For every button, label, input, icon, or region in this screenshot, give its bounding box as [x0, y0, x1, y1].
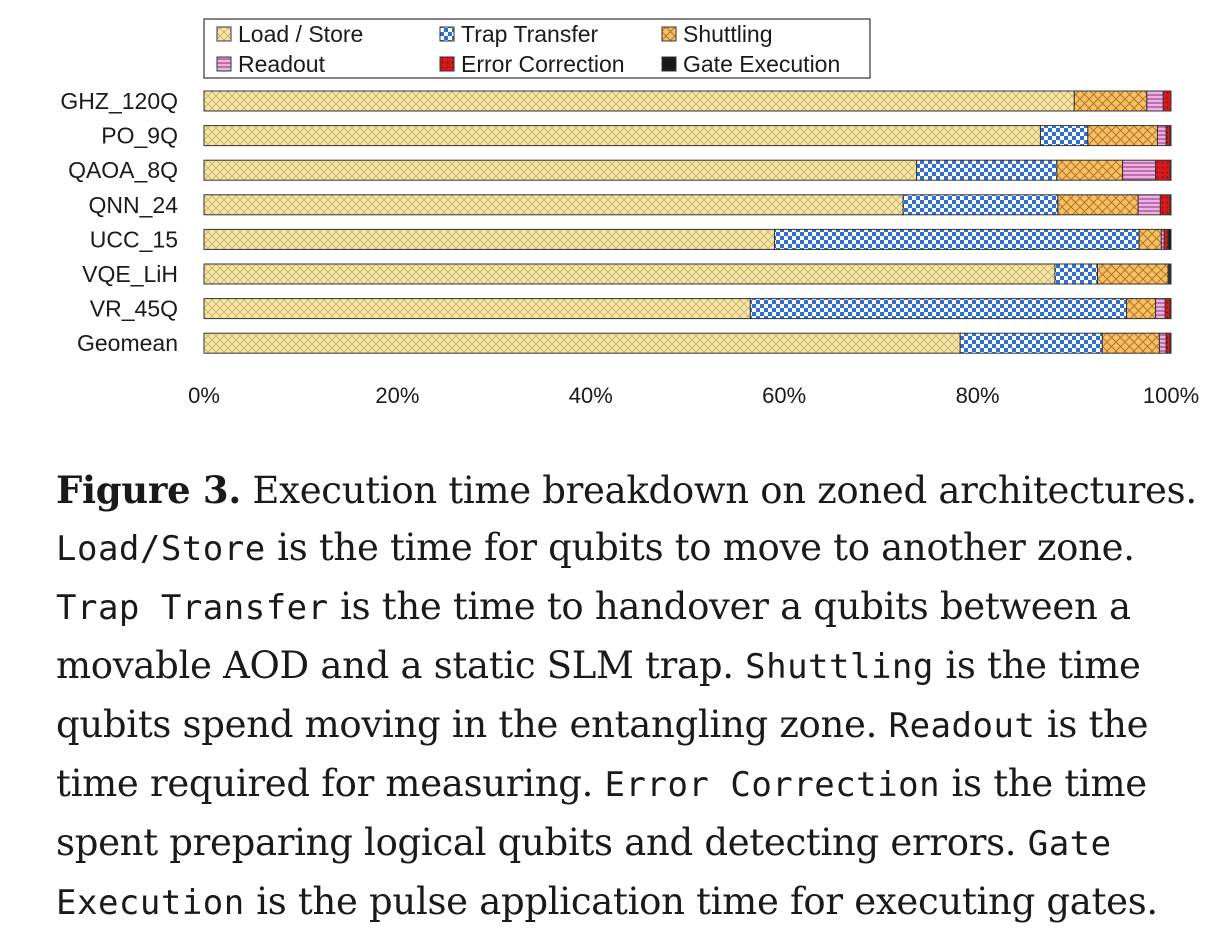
category-label: GHZ_120Q [60, 88, 178, 114]
legend-label-shuttling: Shuttling [683, 21, 773, 47]
bars-area [203, 90, 1172, 354]
bar-segment-error-correction [1162, 90, 1172, 112]
legend-swatch-readout [216, 56, 232, 72]
legend-swatch-shuttling [661, 26, 677, 42]
category-label: QAOA_8Q [68, 157, 178, 183]
bar-segment-shuttling [1073, 90, 1148, 112]
legend-swatch-trap-transfer [439, 26, 455, 42]
bar-segment-gate-execution [1169, 125, 1172, 147]
caption-text: is the pulse application time for execut… [244, 880, 1158, 923]
bar-segment-gate-execution [1169, 298, 1172, 320]
bar-segment-readout [1156, 125, 1167, 147]
x-tick-label: 60% [762, 383, 806, 408]
category-label: Geomean [77, 330, 178, 356]
bar-segment-error-correction [1159, 194, 1171, 216]
legend-label-load-store: Load / Store [238, 21, 363, 47]
bar-segment-gate-execution [1169, 159, 1172, 181]
bar-segment-error-correction [1165, 125, 1171, 147]
bar-segment-trap-transfer [1054, 263, 1099, 285]
bar-segment-trap-transfer [1039, 125, 1089, 147]
category-label: VR_45Q [90, 296, 178, 322]
category-label: UCC_15 [90, 226, 178, 252]
bar-segment-shuttling [1087, 125, 1158, 147]
x-tick-label: 20% [375, 383, 419, 408]
bar-segment-shuttling [1138, 228, 1162, 250]
caption-text: is the time for qubits to move to anothe… [265, 526, 1135, 569]
stacked-bar-chart: Load / Store Trap Transfer Shuttling Readou… [60, 18, 1199, 408]
x-tick-label: 100% [1143, 383, 1199, 408]
chart-legend: Load / Store Trap Transfer Shuttling Readou… [203, 18, 871, 79]
bar-segment-load-store [203, 228, 776, 250]
bar-segment-gate-execution [1169, 332, 1172, 354]
bar-segment-gate-execution [1169, 263, 1172, 285]
category-label: VQE_LiH [82, 261, 178, 287]
bar-segment-trap-transfer [916, 159, 1058, 181]
legend-label-error-correction: Error Correction [461, 51, 625, 77]
bar-segment-load-store [203, 159, 918, 181]
bar-segment-readout [1122, 159, 1157, 181]
bar-segment-shuttling [1101, 332, 1160, 354]
bar-segment-gate-execution [1167, 228, 1172, 250]
bar-segment-error-correction [1155, 159, 1171, 181]
x-tick-label: 0% [188, 383, 220, 408]
figure-caption: Figure 3. Execution time breakdown on zo… [56, 462, 1216, 932]
bar-segment-shuttling [1056, 159, 1124, 181]
legend-swatch-error-correction [439, 56, 455, 72]
bar-segment-readout [1158, 332, 1167, 354]
caption-term-gate-execution: Gate Execution [56, 824, 1112, 923]
bar-segment-shuttling [1097, 263, 1169, 285]
category-label: PO_9Q [101, 123, 178, 149]
bar-segment-trap-transfer [774, 228, 1140, 250]
bar-segment-readout [1146, 90, 1164, 112]
caption-term-load-store: Load/Store [56, 529, 266, 569]
x-axis-ticks: 0% 20% 40% 60% 80% 100% [188, 383, 1199, 408]
legend-label-trap-transfer: Trap Transfer [461, 21, 599, 47]
category-axis: GHZ_120Q PO_9Q QAOA_8Q QNN_24 UCC_15 VQE_LiH V… [60, 88, 178, 356]
legend-swatch-load-store [216, 26, 232, 42]
x-tick-label: 80% [956, 383, 1000, 408]
bar-segment-readout [1137, 194, 1161, 216]
legend-label-readout: Readout [238, 51, 326, 77]
bar-segment-trap-transfer [749, 298, 1128, 320]
bar-segment-trap-transfer [959, 332, 1103, 354]
figure-label: Figure 3. [56, 468, 241, 512]
legend-swatch-gate-execution [661, 56, 677, 72]
caption-text: is the time qubits spend moving in the e… [56, 644, 1141, 746]
caption-text: Execution time breakdown on zoned archit… [240, 469, 1197, 512]
legend-label-gate-execution: Gate Execution [683, 51, 840, 77]
legend-frame [203, 18, 871, 79]
bar-segment-gate-execution [1169, 194, 1172, 216]
bar-segment-error-correction [1164, 298, 1171, 320]
caption-text: is the time spent preparing logical qubi… [56, 762, 1147, 864]
bar-segment-error-correction [1165, 332, 1171, 354]
caption-text: is the time required for measuring. [56, 703, 1149, 805]
bar-segment-shuttling [1126, 298, 1157, 320]
bar-segment-load-store [203, 125, 1041, 147]
bar-segment-load-store [203, 332, 961, 354]
bar-segment-trap-transfer [902, 194, 1059, 216]
caption-term-error-correction: Error Correction [604, 765, 941, 805]
caption-term-readout: Readout [888, 706, 1036, 746]
caption-text: is the time to handover a qubits between… [56, 585, 1131, 687]
bar-segment-shuttling [1057, 194, 1139, 216]
category-label: QNN_24 [89, 192, 179, 218]
bar-segment-load-store [203, 90, 1075, 112]
caption-term-shuttling: Shuttling [745, 647, 934, 687]
bar-segment-readout [1155, 298, 1166, 320]
bar-segment-load-store [203, 194, 904, 216]
caption-term-trap-transfer: Trap Transfer [56, 588, 329, 628]
bar-segment-load-store [203, 263, 1056, 285]
bar-segment-error-correction [1163, 228, 1169, 250]
bar-segment-load-store [203, 298, 751, 320]
x-tick-label: 40% [569, 383, 613, 408]
